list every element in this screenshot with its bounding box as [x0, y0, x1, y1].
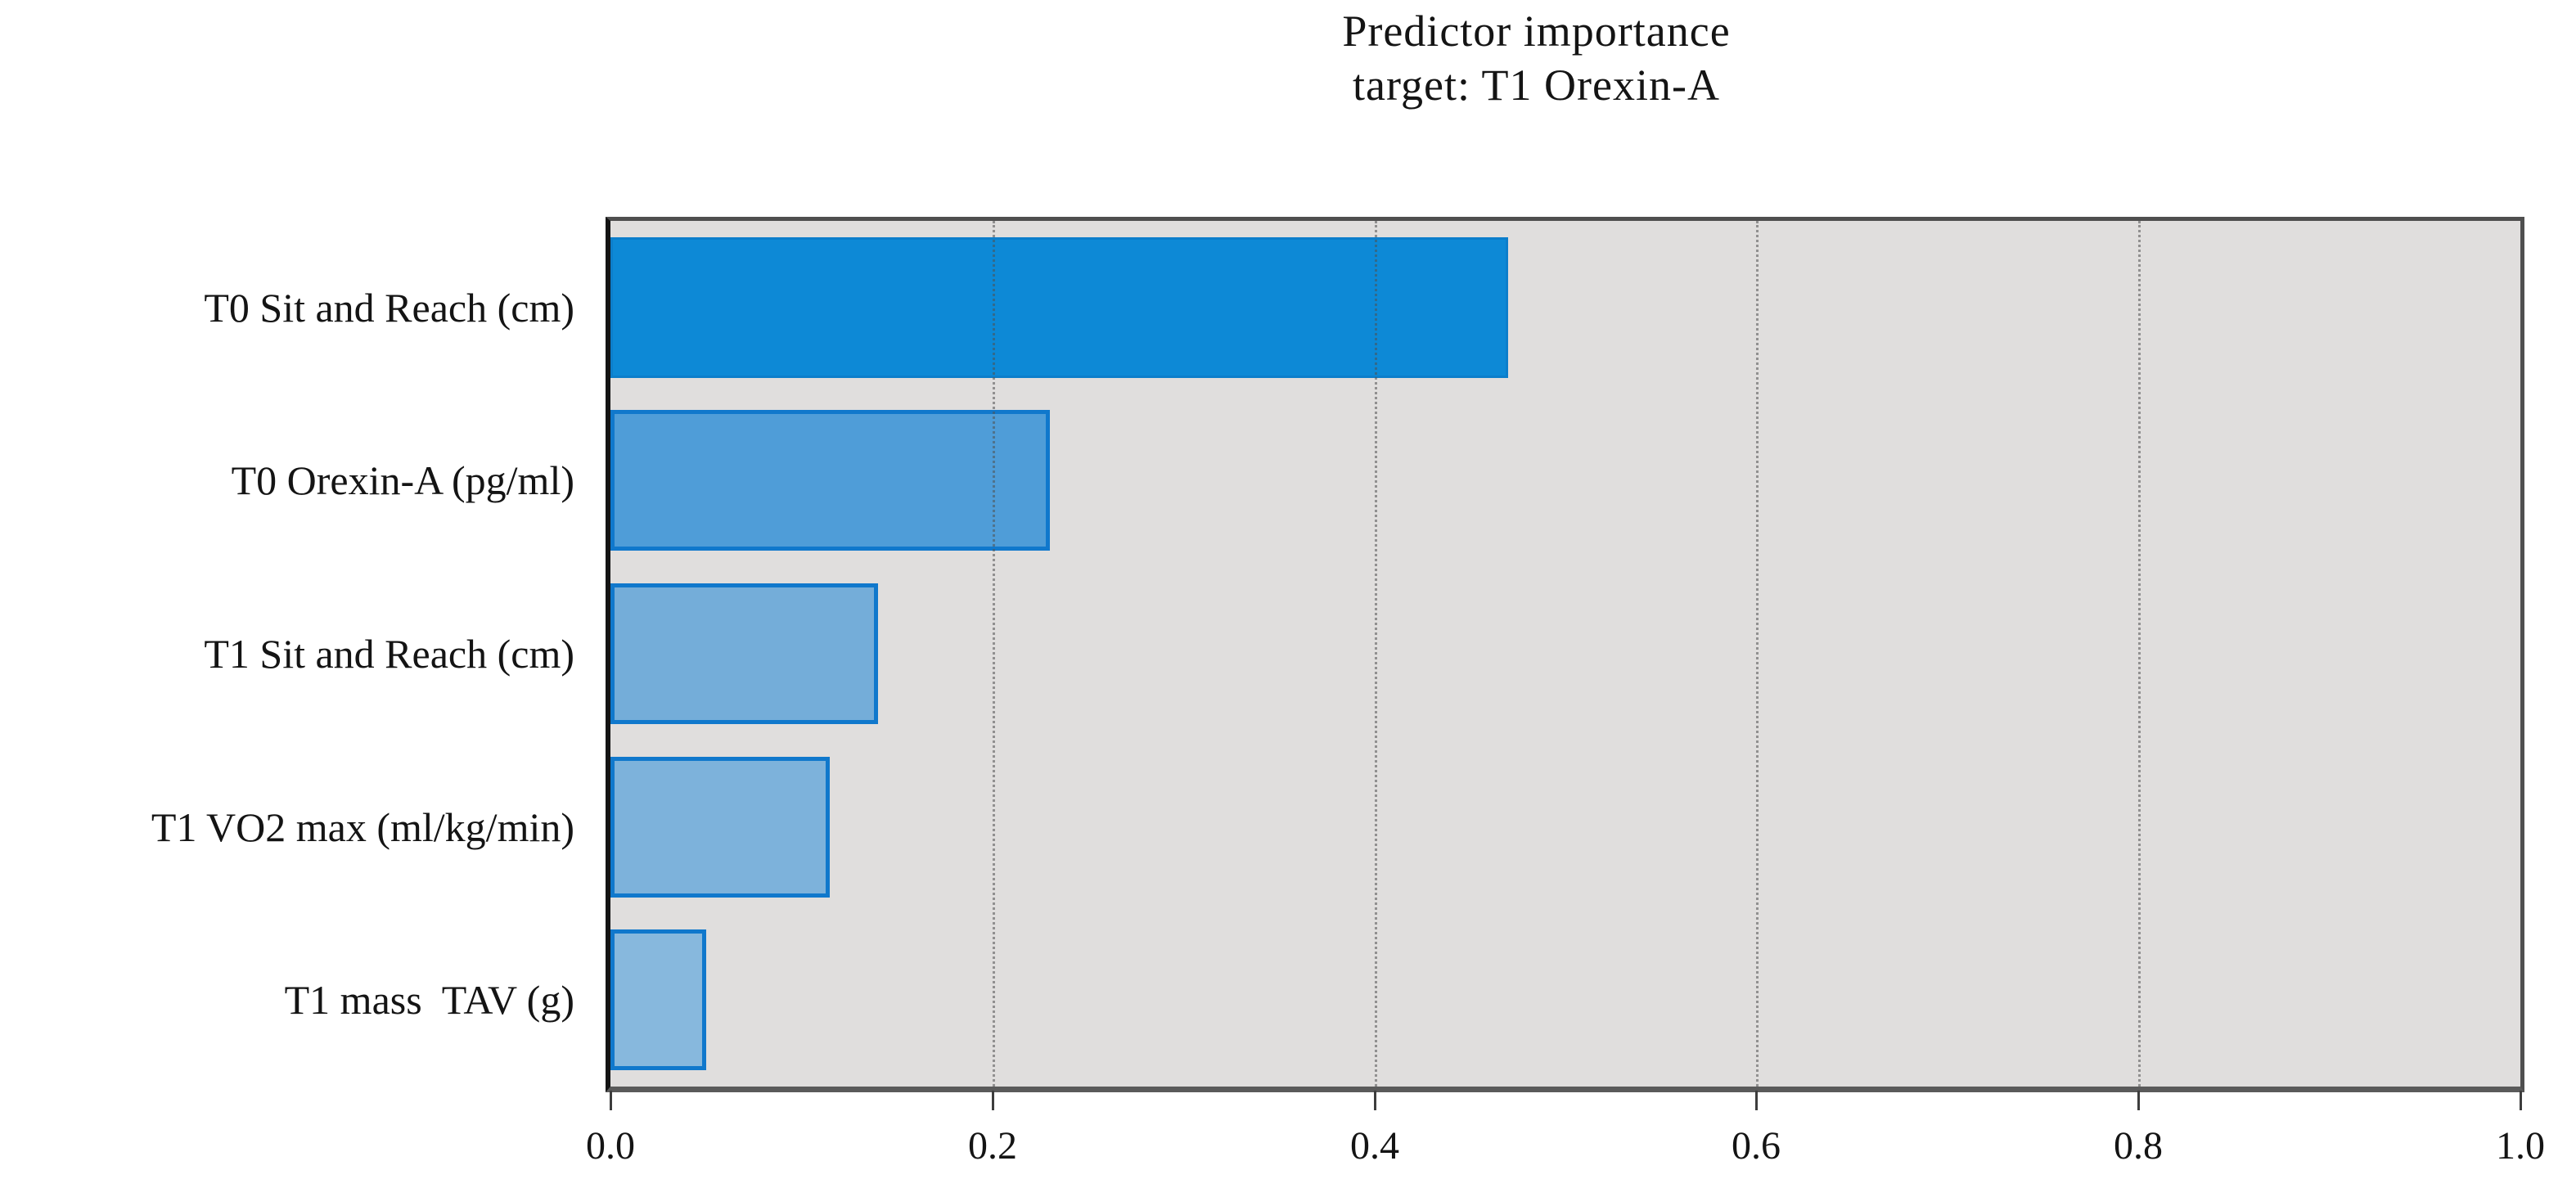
y-axis-label-2: T1 Sit and Reach (cm): [204, 631, 574, 677]
chart-title: Predictor importance: [1342, 7, 1731, 56]
x-tick-mark-0.2: [992, 1091, 994, 1110]
gridline-0.4: [1375, 221, 1377, 1087]
plot-canvas: [610, 221, 2520, 1087]
plot-area: [606, 217, 2524, 1092]
chart-title-block: Predictor importance target: T1 Orexin-A: [524, 5, 2549, 113]
bar-2: [610, 583, 878, 724]
gridline-0.6: [1756, 221, 1759, 1087]
x-tick-mark-1.0: [2520, 1091, 2522, 1110]
x-tick-label-0.0: 0.0: [586, 1124, 635, 1168]
bar-0: [610, 237, 1508, 378]
bar-3: [610, 757, 830, 898]
y-axis-label-4: T1 mass TAV (g): [284, 977, 574, 1023]
x-tick-label-0.2: 0.2: [968, 1124, 1017, 1168]
x-tick-label-0.4: 0.4: [1350, 1124, 1399, 1168]
chart-subtitle: target: T1 Orexin-A: [1353, 60, 1720, 110]
x-tick-mark-0.0: [610, 1091, 612, 1110]
bar-4: [610, 929, 706, 1070]
x-tick-mark-0.6: [1755, 1091, 1758, 1110]
gridline-0.2: [993, 221, 995, 1087]
x-tick-label-0.6: 0.6: [1732, 1124, 1781, 1168]
x-tick-label-0.8: 0.8: [2114, 1124, 2163, 1168]
gridline-0.8: [2138, 221, 2141, 1087]
x-tick-mark-0.4: [1374, 1091, 1376, 1110]
x-tick-mark-0.8: [2137, 1091, 2140, 1110]
bar-1: [610, 410, 1050, 551]
x-tick-label-1.0: 1.0: [2496, 1124, 2545, 1168]
y-axis-label-3: T1 VO2 max (ml/kg/min): [151, 804, 574, 850]
y-axis-label-1: T0 Orexin-A (pg/ml): [231, 457, 574, 503]
y-axis-label-0: T0 Sit and Reach (cm): [204, 285, 574, 331]
